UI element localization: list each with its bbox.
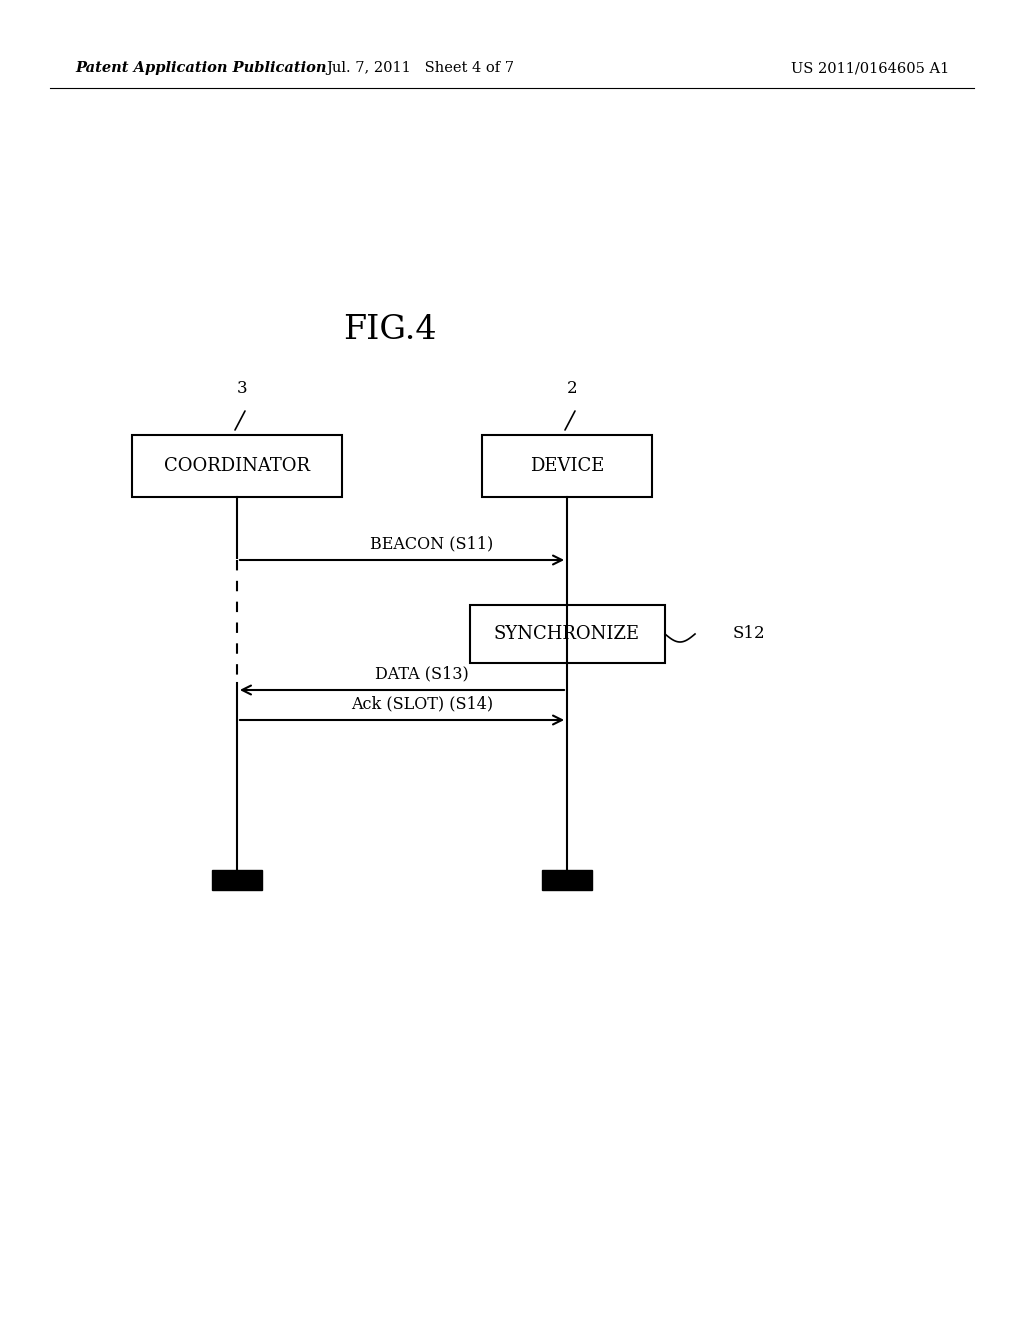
Text: Ack (SLOT) (S14): Ack (SLOT) (S14) — [351, 696, 494, 711]
Text: DEVICE: DEVICE — [529, 457, 604, 475]
Text: BEACON (S11): BEACON (S11) — [371, 535, 494, 552]
Text: Jul. 7, 2011   Sheet 4 of 7: Jul. 7, 2011 Sheet 4 of 7 — [326, 61, 514, 75]
Text: COORDINATOR: COORDINATOR — [164, 457, 310, 475]
Text: 3: 3 — [237, 380, 248, 397]
Text: 2: 2 — [566, 380, 578, 397]
Bar — [482, 436, 652, 498]
Text: Patent Application Publication: Patent Application Publication — [75, 61, 327, 75]
Bar — [132, 436, 342, 498]
Text: US 2011/0164605 A1: US 2011/0164605 A1 — [791, 61, 949, 75]
Bar — [470, 605, 665, 663]
Text: FIG.4: FIG.4 — [343, 314, 437, 346]
Text: DATA (S13): DATA (S13) — [375, 665, 469, 682]
Text: S12: S12 — [733, 626, 766, 643]
Bar — [542, 870, 592, 890]
Bar — [212, 870, 262, 890]
Text: SYNCHRONIZE: SYNCHRONIZE — [494, 624, 640, 643]
